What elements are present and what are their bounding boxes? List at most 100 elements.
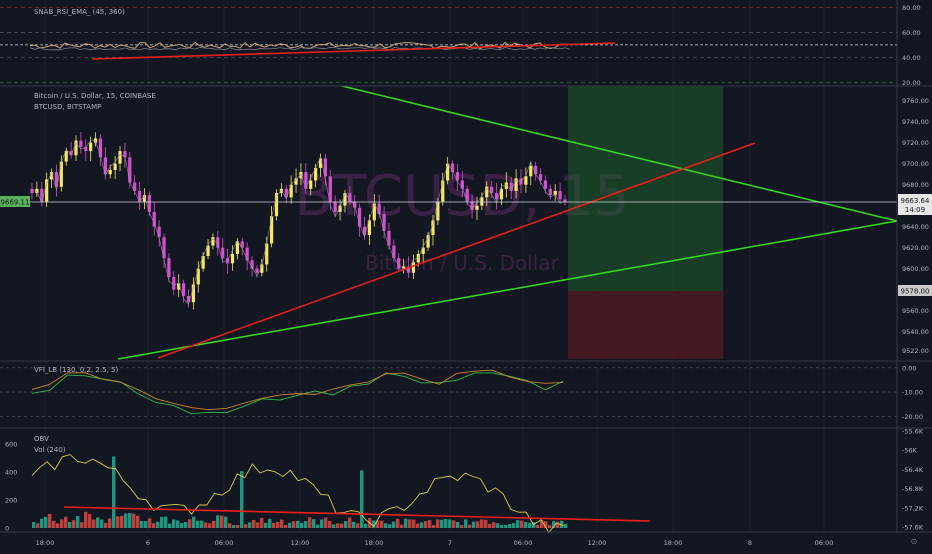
compare-symbol-line xyxy=(31,139,566,306)
candle-body-18 xyxy=(118,151,122,164)
volume-bar-103 xyxy=(444,519,448,528)
candle-body-36 xyxy=(206,245,210,257)
volume-bar-75 xyxy=(332,524,336,528)
volume-bar-128 xyxy=(544,521,548,528)
candle-body-38 xyxy=(216,237,220,248)
bar-countdown-text: 14:09 xyxy=(905,206,925,214)
volume-bar-129 xyxy=(548,525,552,528)
candle-body-84 xyxy=(441,180,445,202)
candle-body-27 xyxy=(162,237,166,259)
crosshair-price-text: 9669.11 xyxy=(1,199,30,207)
volume-bar-64 xyxy=(288,522,292,528)
volume-bar-49 xyxy=(228,523,232,528)
volume-label[interactable]: Vol (240) xyxy=(34,446,66,454)
volume-bar-59 xyxy=(268,518,272,528)
price-tick-2: 9720.00 xyxy=(902,139,929,147)
volume-bar-113 xyxy=(484,519,488,528)
stop-level-badge xyxy=(898,285,932,296)
candle-body-12 xyxy=(89,142,93,152)
target-zone[interactable] xyxy=(568,86,723,291)
candle-body-106 xyxy=(548,188,552,196)
candle-body-14 xyxy=(98,138,103,158)
candle-body-33 xyxy=(191,284,195,303)
volume-bar-5 xyxy=(52,520,56,528)
volume-bar-60 xyxy=(272,523,276,528)
time-axis[interactable]: 18:00 6 06:00 12:00 18:00 7 06:00 12:00 18:00 8 06… xyxy=(36,539,834,547)
upper-green-trendline[interactable] xyxy=(341,85,898,222)
candle-body-101 xyxy=(524,176,528,185)
candle-body-24 xyxy=(147,195,151,212)
stop-zone[interactable] xyxy=(568,291,723,359)
auto-scale-icon[interactable]: ⊙ xyxy=(911,537,918,546)
volume-bar-96 xyxy=(416,523,420,528)
candle-body-0 xyxy=(30,188,34,194)
obv-label[interactable]: OBV xyxy=(34,435,49,443)
volume-bar-10 xyxy=(72,520,76,528)
volume-bar-12 xyxy=(80,522,84,528)
volume-bar-6 xyxy=(56,523,60,528)
volume-bar-119 xyxy=(508,524,512,528)
candle-body-63 xyxy=(338,205,342,212)
rsi-red-trendline[interactable] xyxy=(91,42,616,60)
volume-bar-34 xyxy=(168,523,172,528)
volume-bar-27 xyxy=(140,520,144,528)
price-tick-7: 9620.00 xyxy=(902,244,929,252)
obv-tick-0: -55.6K xyxy=(902,428,924,436)
volume-bar-47 xyxy=(220,515,224,528)
volume-bar-130 xyxy=(552,521,556,528)
rsi-label[interactable]: SNAB_RSI_EMA_ (45, 360) xyxy=(34,8,125,16)
volume-bar-4 xyxy=(48,513,52,528)
volume-bar-21 xyxy=(116,516,120,528)
candle-body-78 xyxy=(411,262,416,273)
volume-bar-126 xyxy=(536,525,540,528)
volume-bar-108 xyxy=(464,519,468,528)
volume-bar-121 xyxy=(516,520,520,528)
volume-bar-30 xyxy=(152,523,156,528)
price-tick-3: 9700.00 xyxy=(902,160,929,168)
candle-body-6 xyxy=(59,161,63,187)
rsi-tick-1: 60.00 xyxy=(902,29,921,37)
volume-bar-35 xyxy=(172,519,176,528)
red-support-trendline[interactable] xyxy=(157,142,756,359)
volume-bar-109 xyxy=(468,524,472,528)
time-tick-3: 12:00 xyxy=(291,539,310,547)
volume-red-trendline[interactable] xyxy=(63,506,651,522)
volume-bar-57 xyxy=(260,517,264,528)
volume-bar-68 xyxy=(304,521,308,528)
volume-bar-20 xyxy=(112,456,116,528)
lower-green-trendline[interactable] xyxy=(117,220,898,360)
volume-bar-1 xyxy=(36,523,40,528)
candle-body-65 xyxy=(348,193,352,202)
candle-body-1 xyxy=(35,188,39,194)
obv-panel[interactable] xyxy=(31,454,568,534)
vfi-label[interactable]: VFI_LB (130, 0.2, 2.5, 5) xyxy=(34,366,118,374)
candle-body-86 xyxy=(450,163,455,173)
volume-bar-56 xyxy=(256,522,260,528)
volume-bar-16 xyxy=(96,517,100,528)
volume-bar-76 xyxy=(336,523,340,528)
vfi-panel[interactable] xyxy=(0,367,897,417)
vol-tick-0: 600 xyxy=(5,441,17,449)
candle-body-107 xyxy=(553,190,557,196)
volume-bar-48 xyxy=(224,516,228,528)
candle-body-82 xyxy=(431,220,435,236)
volume-bar-86 xyxy=(376,520,380,528)
volume-bar-42 xyxy=(200,520,204,528)
price-panel[interactable] xyxy=(30,132,567,310)
volume-bar-36 xyxy=(176,520,180,528)
time-tick-0: 18:00 xyxy=(36,539,55,547)
volume-bar-66 xyxy=(296,520,300,528)
candle-body-80 xyxy=(421,247,425,254)
price-label-main[interactable]: Bitcoin / U.S. Dollar, 15, COINBASE xyxy=(34,92,156,100)
candle-body-89 xyxy=(465,188,469,202)
volume-bar-8 xyxy=(64,516,68,528)
volume-bar-114 xyxy=(488,523,492,528)
time-tick-8: 18:00 xyxy=(664,539,683,547)
price-label-compare[interactable]: BTCUSD, BITSTAMP xyxy=(34,103,101,111)
volume-bar-69 xyxy=(308,517,312,528)
candle-body-67 xyxy=(358,207,362,227)
volume-bar-24 xyxy=(128,513,132,528)
volume-bar-3 xyxy=(44,516,48,528)
